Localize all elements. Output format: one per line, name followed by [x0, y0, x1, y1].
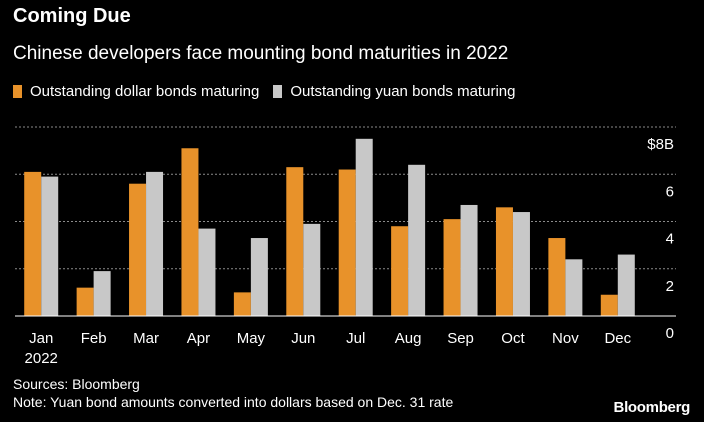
legend: Outstanding dollar bonds maturing Outsta… [13, 83, 529, 100]
x-tick-label: Mar [133, 330, 159, 347]
chart-title: Coming Due [13, 5, 131, 27]
bar-yuan [565, 259, 583, 316]
bar-yuan [617, 254, 635, 316]
legend-label-yuan: Outstanding yuan bonds maturing [290, 83, 516, 100]
bloomberg-logo: Bloomberg [613, 399, 691, 416]
bar-dollar [286, 167, 304, 316]
bar-yuan [41, 176, 59, 316]
x-tick-label: Feb [81, 330, 107, 347]
y-tick-label: 2 [666, 278, 674, 295]
bar-dollar [391, 226, 409, 316]
legend-swatch-dollar [13, 85, 22, 98]
chart-subtitle: Chinese developers face mounting bond ma… [13, 43, 509, 64]
legend-label-dollar: Outstanding dollar bonds maturing [30, 83, 260, 100]
bar-dollar [338, 169, 356, 316]
bar-dollar [181, 148, 199, 316]
x-tick-label: Jun [291, 330, 315, 347]
x-tick-label: Dec [604, 330, 631, 347]
x-tick-label: Oct [501, 330, 525, 347]
bar-yuan [355, 138, 373, 316]
bar-yuan [460, 204, 478, 316]
bar-yuan [512, 212, 530, 316]
y-tick-label: 4 [666, 231, 674, 248]
x-tick-label: Aug [395, 330, 422, 347]
bar-dollar [76, 287, 94, 316]
bar-dollar [495, 207, 513, 316]
legend-item-dollar: Outstanding dollar bonds maturing [13, 83, 259, 100]
legend-item-yuan: Outstanding yuan bonds maturing [273, 83, 515, 100]
footer: Sources: Bloomberg Note: Yuan bond amoun… [13, 375, 453, 411]
x-tick-label: May [237, 330, 266, 347]
bar-dollar [548, 238, 566, 316]
x-tick-label: Jul [346, 330, 365, 347]
y-tick-label: 0 [666, 325, 674, 342]
y-tick-label: 6 [666, 183, 674, 200]
bar-yuan [250, 238, 268, 316]
x-tick-label: Sep [447, 330, 474, 347]
x-tick-label: Jan [29, 330, 53, 347]
x-tick-label: Nov [552, 330, 579, 347]
bar-dollar [443, 219, 461, 316]
bar-yuan [93, 271, 111, 316]
bar-yuan [303, 223, 321, 316]
bar-yuan [146, 171, 164, 316]
x-tick-label: Apr [187, 330, 210, 347]
bar-dollar [129, 183, 147, 316]
bar-dollar [24, 171, 42, 316]
conversion-note: Note: Yuan bond amounts converted into d… [13, 394, 454, 410]
bar-yuan [198, 228, 216, 316]
x-tick-sublabel: 2022 [25, 350, 58, 367]
bar-dollar [233, 292, 251, 316]
sources-note: Sources: Bloomberg [13, 376, 140, 392]
y-tick-label: $8B [647, 136, 674, 153]
bar-dollar [600, 294, 618, 316]
legend-swatch-yuan [273, 85, 283, 98]
bar-yuan [408, 164, 426, 316]
